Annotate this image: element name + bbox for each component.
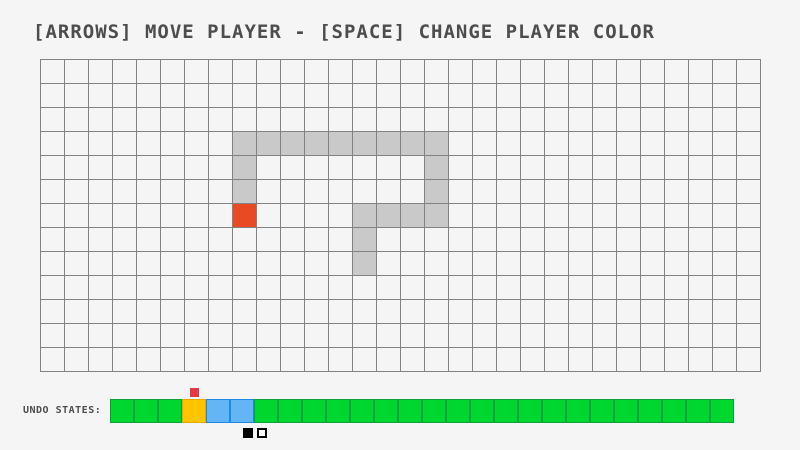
undo-state-cell: [278, 399, 302, 423]
undo-state-cell: [494, 399, 518, 423]
undo-state-cell: [590, 399, 614, 423]
trail-cell: [424, 203, 449, 228]
undo-state-cell: [206, 399, 230, 423]
trail-cell: [352, 203, 377, 228]
history-cursor-empty-icon: [257, 428, 267, 438]
trail-cell: [232, 155, 257, 180]
trail-cell: [304, 131, 329, 156]
undo-states-label: UNDO STATES:: [23, 405, 102, 416]
undo-state-cell: [422, 399, 446, 423]
undo-state-cell: [638, 399, 662, 423]
undo-state-cell: [710, 399, 734, 423]
trail-cell: [400, 131, 425, 156]
undo-state-cell: [686, 399, 710, 423]
undo-states-bar: [110, 388, 734, 438]
trail-cell: [400, 203, 425, 228]
undo-state-cell: [446, 399, 470, 423]
undo-state-cell: [302, 399, 326, 423]
undo-state-cell: [398, 399, 422, 423]
player-cell: [232, 203, 257, 228]
trail-cell: [328, 131, 353, 156]
undo-state-cell: [566, 399, 590, 423]
trail-cell: [256, 131, 281, 156]
undo-state-cell: [158, 399, 182, 423]
history-cursor-filled-icon: [243, 428, 253, 438]
undo-state-cell: [374, 399, 398, 423]
game-grid[interactable]: [40, 59, 761, 372]
undo-state-cell: [254, 399, 278, 423]
trail-cell: [424, 179, 449, 204]
trail-cell: [352, 227, 377, 252]
undo-state-cell: [662, 399, 686, 423]
undo-state-cell: [230, 399, 254, 423]
undo-state-cell: [350, 399, 374, 423]
player-marker-icon: [189, 388, 199, 397]
trail-cell: [352, 131, 377, 156]
trail-cell: [232, 131, 257, 156]
instructions-title: [ARROWS] MOVE PLAYER - [SPACE] CHANGE PL…: [33, 21, 655, 43]
undo-state-cell: [614, 399, 638, 423]
undo-state-cell: [542, 399, 566, 423]
trail-cell: [280, 131, 305, 156]
undo-state-cell: [326, 399, 350, 423]
trail-cell: [232, 179, 257, 204]
trail-cell: [352, 251, 377, 276]
undo-state-cell: [182, 399, 206, 423]
trail-cell: [424, 155, 449, 180]
undo-state-cell: [470, 399, 494, 423]
trail-cell: [376, 131, 401, 156]
undo-state-cell: [110, 399, 134, 423]
undo-state-cell: [134, 399, 158, 423]
trail-cell: [376, 203, 401, 228]
trail-cell: [424, 131, 449, 156]
undo-state-cell: [518, 399, 542, 423]
